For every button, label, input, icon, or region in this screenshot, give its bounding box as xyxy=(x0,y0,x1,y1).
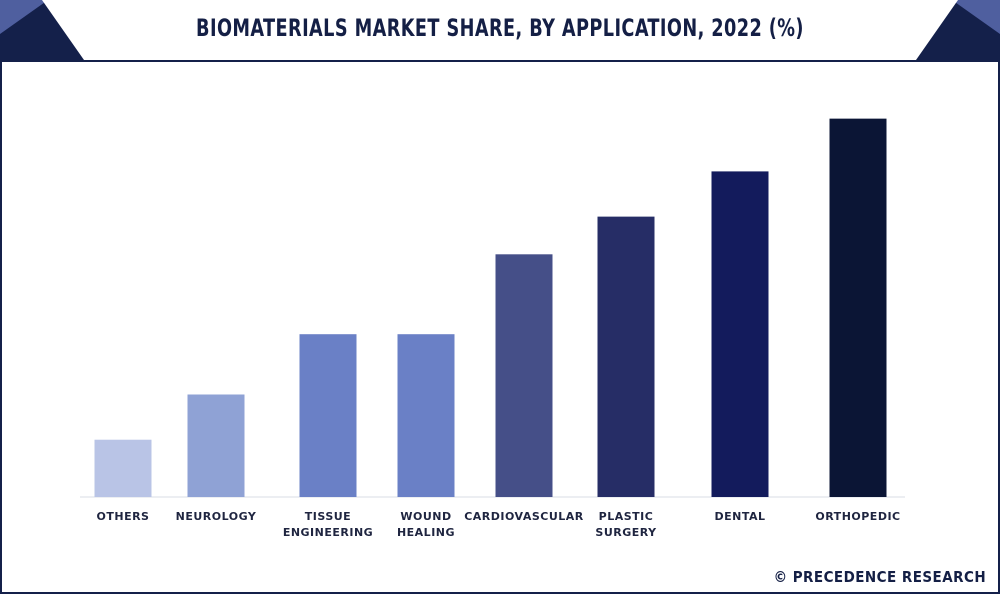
bar-plastic-surgery xyxy=(597,216,655,497)
bar-others xyxy=(94,439,152,497)
x-tick-label: TISSUE ENGINEERING xyxy=(283,510,373,539)
bar-wound-healing xyxy=(397,334,455,497)
copyright-label: © PRECEDENCE RESEARCH xyxy=(773,568,986,586)
header-panel xyxy=(42,0,958,60)
chart-title: BIOMATERIALS MARKET SHARE, BY APPLICATIO… xyxy=(196,14,804,42)
bar-tissue-engineering xyxy=(299,334,357,497)
x-tick-label: ORTHOPEDIC xyxy=(815,510,900,523)
x-tick-label: CARDIOVASCULAR xyxy=(464,510,584,523)
x-tick-label: DENTAL xyxy=(714,510,765,523)
bar-orthopedic xyxy=(829,118,887,497)
bar-neurology xyxy=(187,394,245,497)
x-tick-label: PLASTIC SURGERY xyxy=(595,510,657,539)
x-tick-label: NEUROLOGY xyxy=(176,510,257,523)
x-tick-label: OTHERS xyxy=(97,510,150,523)
bar-dental xyxy=(711,171,769,497)
x-tick-label: WOUND HEALING xyxy=(397,510,455,539)
bar-cardiovascular xyxy=(495,254,553,497)
